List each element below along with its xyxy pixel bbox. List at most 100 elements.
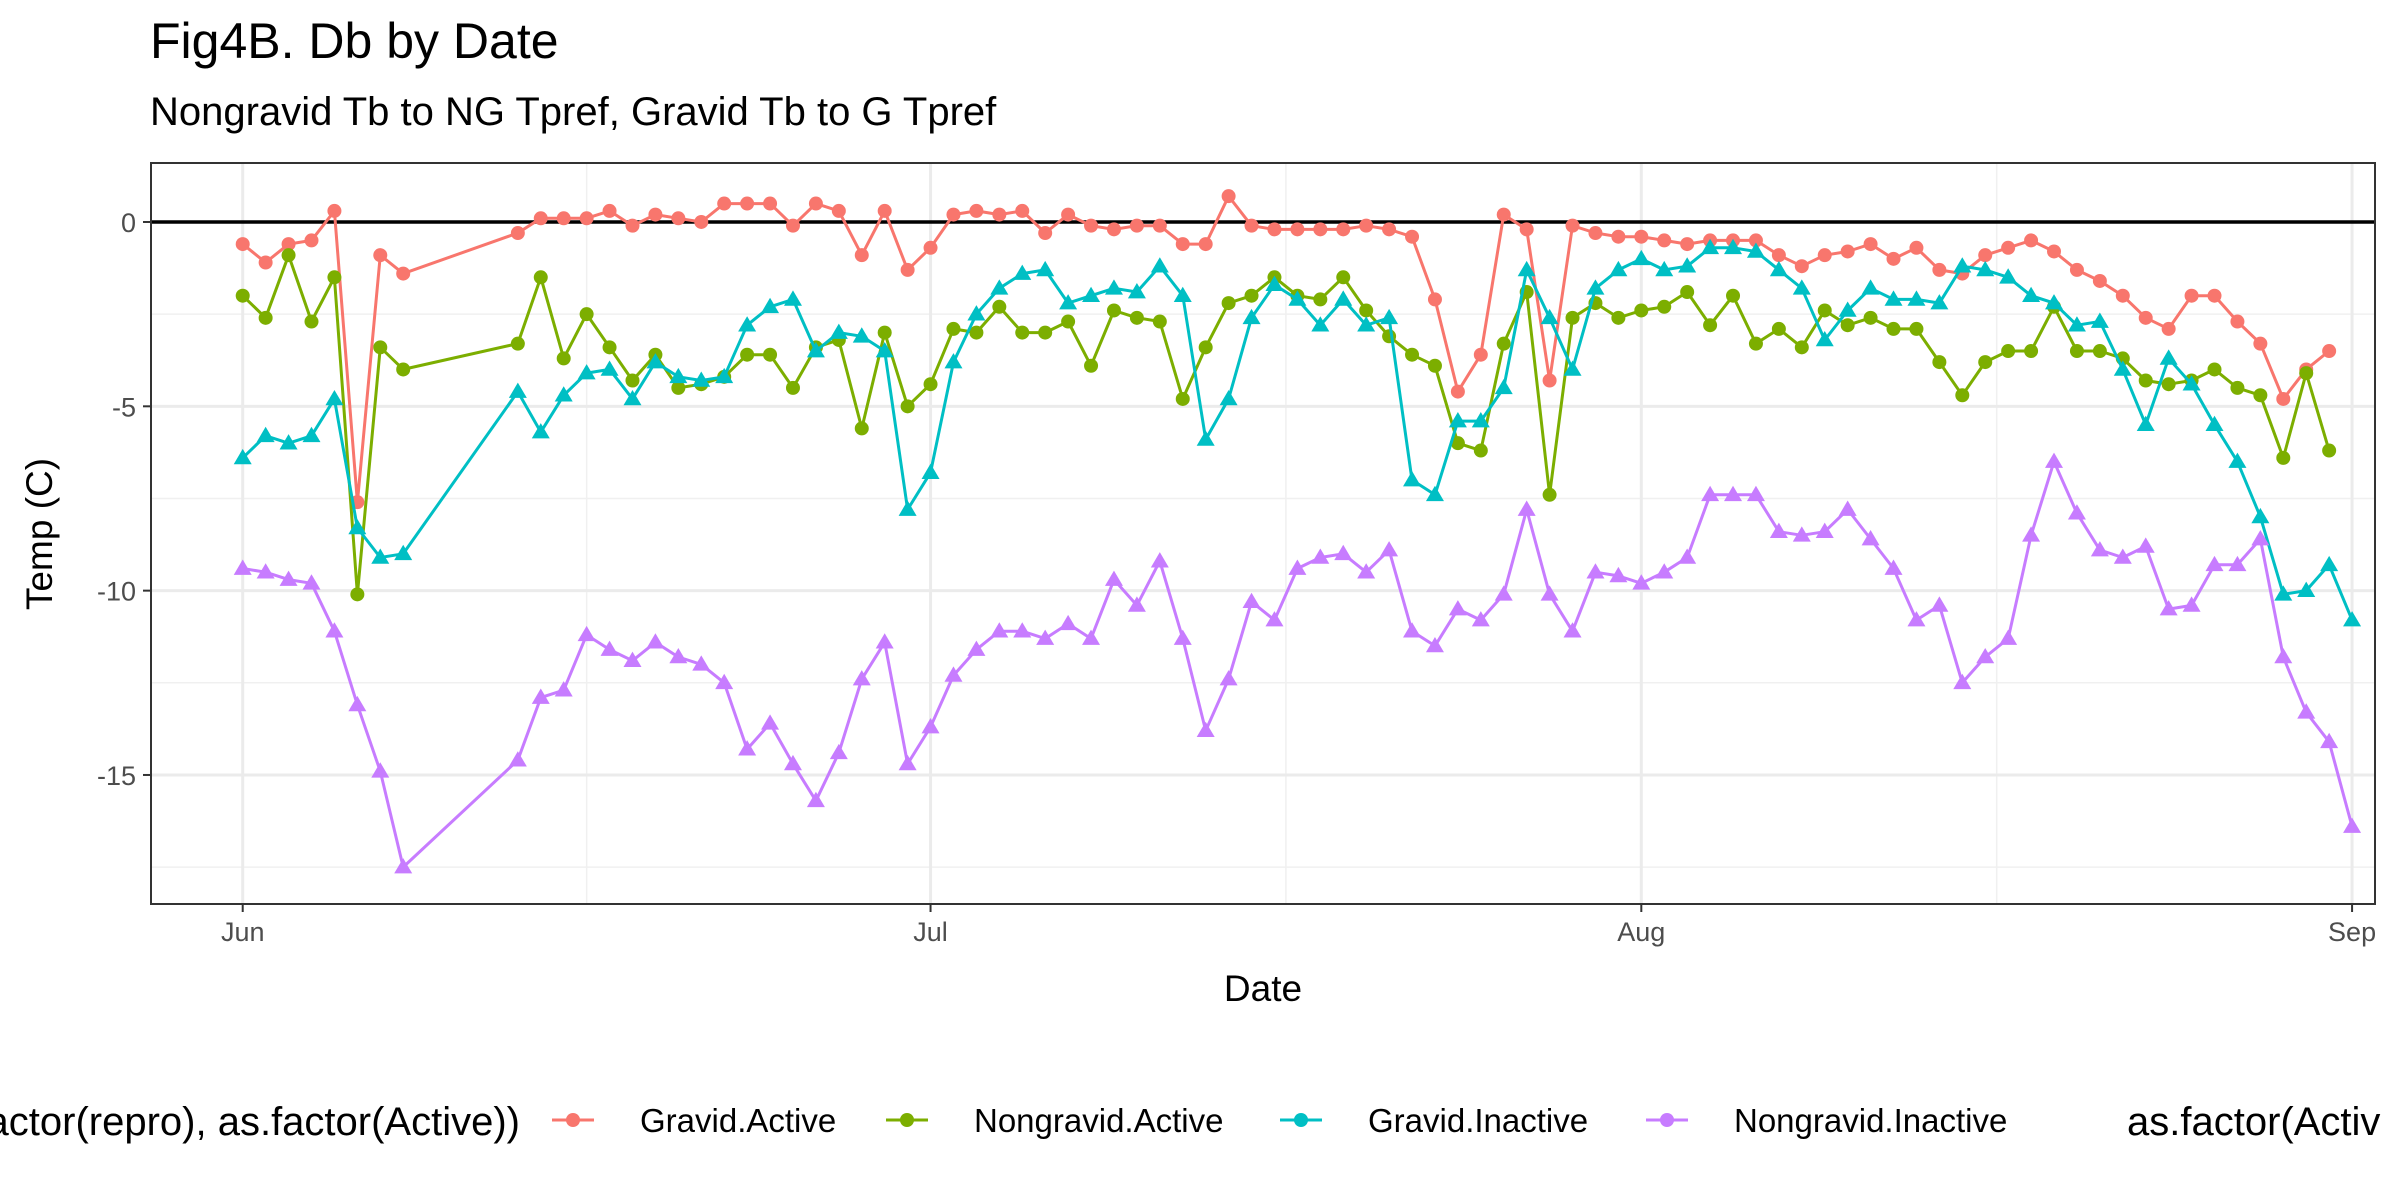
data-point xyxy=(877,203,892,218)
data-point xyxy=(1311,316,1330,332)
data-point xyxy=(1815,522,1834,538)
data-point xyxy=(1359,303,1374,318)
data-point xyxy=(852,327,871,343)
data-point xyxy=(396,362,411,377)
data-point xyxy=(1932,355,1947,370)
data-point xyxy=(1104,279,1123,295)
data-point xyxy=(1473,347,1488,362)
data-point xyxy=(1840,318,1855,333)
data-point xyxy=(2001,344,2016,359)
data-point xyxy=(1976,260,1995,277)
legend-item: Gravid.Active xyxy=(552,1102,836,1139)
data-point xyxy=(1084,358,1099,373)
data-point xyxy=(1930,294,1949,310)
legend-label: Gravid.Inactive xyxy=(1368,1102,1588,1139)
data-point xyxy=(348,518,367,535)
data-point xyxy=(1724,485,1743,502)
data-point xyxy=(1792,279,1811,295)
data-point xyxy=(1082,286,1101,303)
y-tick-label: -15 xyxy=(97,761,136,791)
data-point xyxy=(258,255,273,270)
data-point xyxy=(1198,237,1213,252)
data-point xyxy=(2343,611,2362,627)
data-point xyxy=(1563,622,1582,638)
legend-label: Nongravid.Inactive xyxy=(1734,1102,2007,1139)
data-point xyxy=(1150,257,1169,273)
data-point xyxy=(2024,344,2039,359)
data-point xyxy=(1494,378,1513,395)
data-point xyxy=(1746,242,1765,258)
data-point xyxy=(623,651,642,667)
data-point xyxy=(1084,218,1099,233)
data-point xyxy=(1152,218,1167,233)
data-point xyxy=(921,718,940,734)
data-point xyxy=(761,714,780,730)
data-point xyxy=(2205,555,2224,572)
data-point xyxy=(1425,485,1444,502)
data-point xyxy=(1886,321,1901,336)
data-point xyxy=(646,353,665,369)
data-point xyxy=(2230,380,2245,395)
data-point xyxy=(556,211,571,226)
data-point xyxy=(1519,222,1534,237)
data-point xyxy=(1267,222,1282,237)
data-point xyxy=(1173,286,1192,303)
data-point xyxy=(1540,308,1559,325)
data-point xyxy=(923,240,938,255)
data-point xyxy=(1448,412,1467,428)
data-point xyxy=(852,670,871,686)
data-point xyxy=(1769,522,1788,538)
data-point xyxy=(2205,415,2224,432)
chart-title: Fig4B. Db by Date xyxy=(150,13,559,69)
data-point xyxy=(1265,275,1284,291)
data-point xyxy=(1150,552,1169,568)
data-point xyxy=(325,389,344,406)
data-point xyxy=(304,233,319,248)
data-point xyxy=(2138,310,2153,325)
data-point xyxy=(625,373,640,388)
data-point xyxy=(1313,222,1328,237)
data-point xyxy=(371,762,390,778)
data-point xyxy=(2136,537,2155,553)
data-point xyxy=(1792,526,1811,542)
data-point xyxy=(738,316,757,332)
data-point xyxy=(1611,229,1626,244)
data-point xyxy=(1106,222,1121,237)
data-point xyxy=(2253,388,2268,403)
data-point xyxy=(1061,207,1076,222)
data-point xyxy=(233,559,252,575)
data-point xyxy=(1336,222,1351,237)
data-point xyxy=(1013,622,1032,638)
data-point xyxy=(2045,294,2064,310)
data-point xyxy=(1244,288,1259,303)
data-point xyxy=(1909,321,1924,336)
data-point xyxy=(944,353,963,369)
data-point xyxy=(1221,296,1236,311)
data-point xyxy=(2276,450,2291,465)
data-point xyxy=(1999,268,2018,284)
data-point xyxy=(1703,318,1718,333)
data-point xyxy=(1219,670,1238,686)
data-point xyxy=(533,211,548,226)
data-point xyxy=(1701,238,1720,255)
data-point xyxy=(992,207,1007,222)
data-point xyxy=(1955,388,1970,403)
data-point xyxy=(992,299,1007,314)
data-point xyxy=(2138,373,2153,388)
data-point xyxy=(669,367,688,384)
data-point xyxy=(1013,264,1032,280)
data-point xyxy=(1611,310,1626,325)
data-point xyxy=(1953,673,1972,690)
data-point xyxy=(1403,622,1422,638)
series-Gravid.Inactive xyxy=(233,238,2362,627)
x-axis: Jun Jul Aug Sep xyxy=(221,904,2376,947)
data-point xyxy=(1680,285,1695,300)
data-point xyxy=(646,633,665,649)
data-point xyxy=(1976,648,1995,664)
data-point xyxy=(1473,443,1488,458)
data-point xyxy=(1609,260,1628,277)
data-point xyxy=(327,203,342,218)
data-point xyxy=(602,203,617,218)
data-point xyxy=(1106,303,1121,318)
data-point xyxy=(1334,290,1353,306)
